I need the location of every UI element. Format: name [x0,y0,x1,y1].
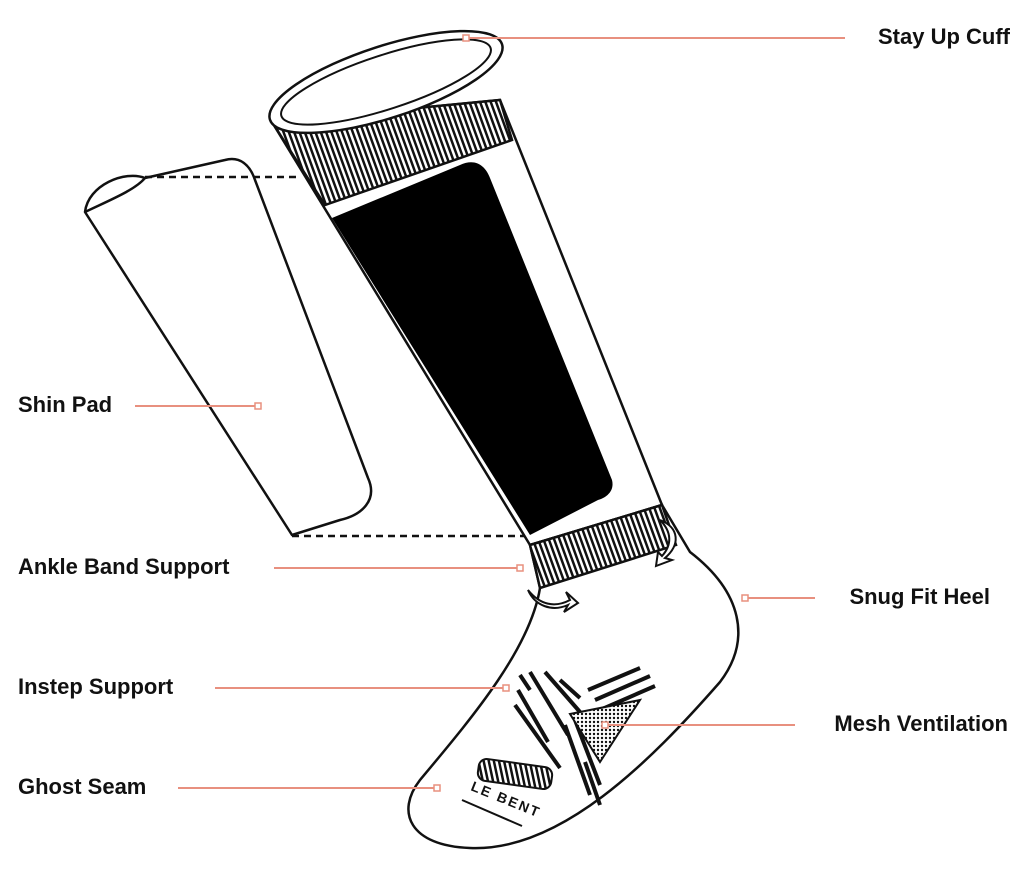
sock: LE BENT [268,29,740,850]
callout-label: Instep Support [18,674,174,699]
leader-dot [254,402,262,410]
leader-dot [741,594,749,602]
shin-pad [83,157,530,538]
callout-label: Ankle Band Support [18,554,230,579]
callout-label: Stay Up Cuff [878,24,1011,49]
leader-dot [516,564,524,572]
callout-label: Mesh Ventilation [834,711,1008,736]
leader-dot [502,684,510,692]
leader-dot [601,721,609,729]
leader-dot [433,784,441,792]
leader-dot [462,34,470,42]
callout-label: Snug Fit Heel [849,584,990,609]
callout-label: Ghost Seam [18,774,146,799]
callouts: Stay Up Cuff Shin Pad Ankle Band Support… [18,24,1011,799]
callout-label: Shin Pad [18,392,112,417]
